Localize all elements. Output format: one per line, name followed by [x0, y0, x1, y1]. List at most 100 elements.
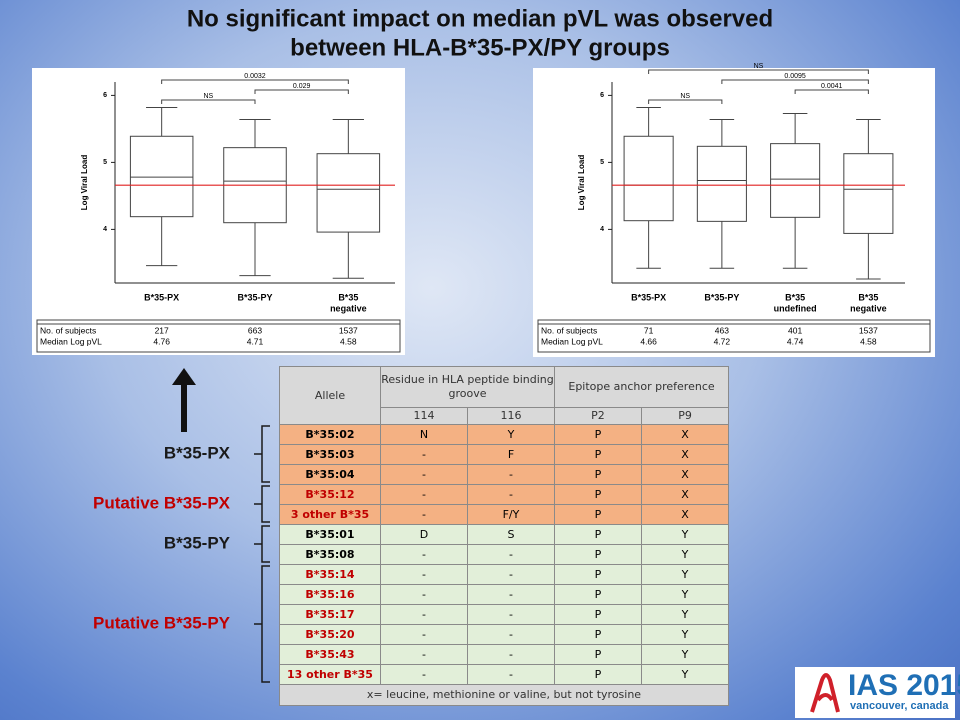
table-cell: Y: [640, 584, 730, 605]
table-row: B*35:03- F P X: [279, 444, 730, 465]
slide-title: No significant impact on median pVL was …: [187, 5, 773, 32]
table-cell: -: [380, 664, 468, 685]
summary-value: 1537: [859, 325, 878, 335]
row-group-label: B*35-PY: [164, 533, 231, 552]
table-cell: Y: [640, 664, 730, 685]
brace: [254, 525, 270, 563]
allele-cell: B*35:16: [279, 584, 381, 605]
summary-label: No. of subjects: [541, 325, 597, 335]
summary-value: 4.58: [860, 336, 877, 346]
summary-value: 4.66: [640, 336, 657, 346]
significance-label: 0.029: [293, 83, 311, 90]
summary-value: 663: [248, 325, 262, 335]
logo-ribbon: [810, 673, 840, 713]
significance-label: NS: [754, 63, 764, 70]
significance-bracket: [648, 69, 869, 74]
y-axis-label: Log Viral Load: [80, 155, 89, 211]
summary-value: 401: [788, 325, 802, 335]
table-cell: Y: [640, 604, 730, 625]
brace: [254, 565, 270, 683]
group-label: B*35-PY: [237, 292, 272, 302]
significance-bracket: [648, 99, 723, 104]
table-cell: F: [467, 444, 555, 465]
table-cell: P: [554, 624, 642, 645]
table-cell: -: [380, 464, 468, 485]
table-cell: Y: [640, 644, 730, 665]
group-label: B*35-PX: [144, 292, 179, 302]
table-cell: P: [554, 504, 642, 525]
box: [316, 153, 381, 233]
group-label: B*35: [338, 292, 358, 302]
summary-label: Median Log pVL: [541, 336, 603, 346]
header-cell: P9: [640, 407, 730, 425]
table-cell: P: [554, 484, 642, 505]
row-group-label: Putative B*35-PY: [93, 613, 231, 632]
group-label: B*35: [858, 292, 878, 302]
table-cell: -: [467, 484, 555, 505]
allele-cell: B*35:02: [279, 424, 381, 445]
summary-value: 217: [155, 325, 169, 335]
table-cell: -: [380, 504, 468, 525]
footer-cell: x= leucine, methionine or valine, but no…: [278, 684, 730, 706]
table-cell: -: [380, 584, 468, 605]
y-tick-label: 5: [600, 159, 604, 166]
y-tick-label: 4: [103, 226, 107, 233]
allele-cell: 13 other B*35: [279, 664, 381, 685]
allele-table: Allele Residue in HLA peptide binding gro…: [278, 366, 730, 706]
y-tick-label: 4: [600, 226, 604, 233]
y-tick-label: 5: [103, 159, 107, 166]
allele-cell: B*35:04: [279, 464, 381, 485]
summary-value: 4.72: [714, 336, 731, 346]
table-cell: D: [380, 524, 468, 545]
summary-label: No. of subjects: [40, 325, 96, 335]
brace: [254, 425, 270, 483]
table-cell: -: [380, 444, 468, 465]
table-cell: Y: [467, 424, 555, 445]
table-cell: X: [640, 484, 730, 505]
logo-place: vancouver, canada: [850, 700, 949, 712]
summary-value: 4.58: [340, 336, 357, 346]
table-cell: F/Y: [467, 504, 555, 525]
significance-bracket: [161, 79, 349, 84]
table-cell: -: [467, 544, 555, 565]
header-cell: 114: [380, 407, 468, 425]
table-cell: P: [554, 604, 642, 625]
allele-cell: B*35:14: [279, 564, 381, 585]
table-cell: X: [640, 444, 730, 465]
table-cell: -: [467, 604, 555, 625]
box: [696, 145, 747, 222]
table-cell: P: [554, 424, 642, 445]
allele-cell: B*35:08: [279, 544, 381, 565]
table-cell: Y: [640, 544, 730, 565]
table-row: B*35:12- - P X: [279, 484, 730, 505]
arrow-head: [172, 368, 196, 385]
significance-bracket: [721, 79, 869, 84]
table-row: B*35:16- - P Y: [279, 584, 730, 605]
summary-value: 4.76: [153, 336, 170, 346]
header-row: Allele Residue in HLA peptide binding gro…: [279, 366, 730, 425]
significance-bracket: [254, 89, 349, 94]
table-row: B*35:04- - P X: [279, 464, 730, 485]
group-label: undefined: [774, 303, 817, 313]
significance-bracket: [161, 99, 256, 104]
box: [770, 143, 821, 218]
table-row: B*35:08- - P Y: [279, 544, 730, 565]
header-cell: P2: [554, 407, 642, 425]
table-cell: -: [380, 604, 468, 625]
table-row: B*35:20- - P Y: [279, 624, 730, 645]
y-tick-label: 6: [103, 92, 107, 99]
table-cell: Y: [640, 524, 730, 545]
allele-cell: B*35:43: [279, 644, 381, 665]
logo-box: [795, 667, 955, 718]
group-label: negative: [850, 303, 887, 313]
summary-value: 4.74: [787, 336, 804, 346]
box: [623, 135, 674, 222]
summary-label: Median Log pVL: [40, 336, 102, 346]
row-group-label: Putative B*35-PX: [93, 493, 231, 512]
group-label: B*35: [785, 292, 805, 302]
table-cell: -: [467, 564, 555, 585]
table-cell: X: [640, 464, 730, 485]
allele-cell: B*35:01: [279, 524, 381, 545]
group-label: B*35-PX: [631, 292, 666, 302]
